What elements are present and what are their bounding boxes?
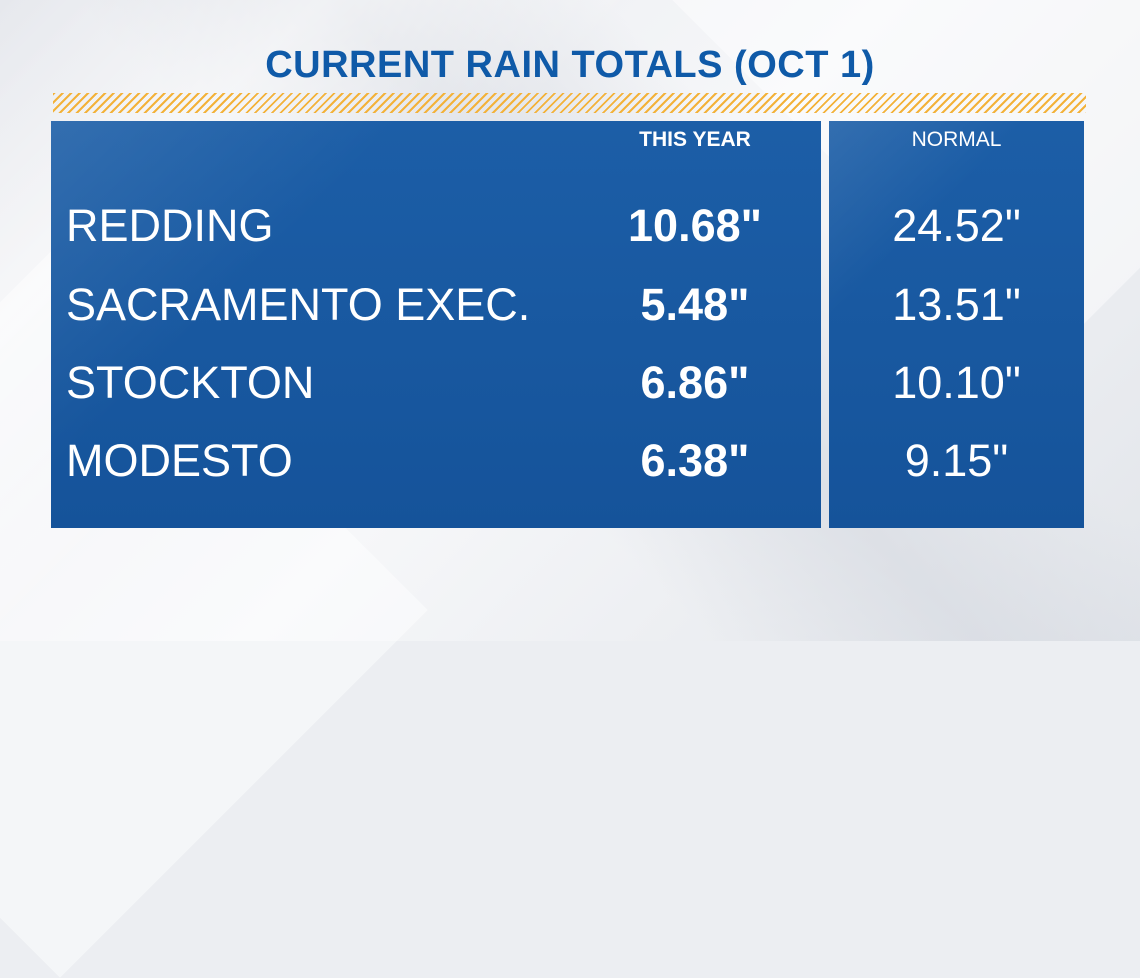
- decorative-stripe: [53, 93, 1086, 113]
- city-name: STOCKTON: [66, 357, 315, 408]
- table-row: REDDING 10.68" 24.52": [0, 196, 1140, 256]
- this-year-value: 5.48": [640, 279, 750, 330]
- normal-panel: [829, 121, 1084, 528]
- normal-value: 9.15": [904, 435, 1009, 486]
- normal-value: 13.51": [892, 279, 1021, 330]
- this-year-value: 6.38": [640, 435, 750, 486]
- table-row: MODESTO 6.38" 9.15": [0, 431, 1140, 491]
- table-row: SACRAMENTO EXEC. 5.48" 13.51": [0, 275, 1140, 335]
- column-header-this-year: THIS YEAR: [639, 128, 751, 151]
- normal-value: 24.52": [892, 200, 1021, 251]
- this-year-value: 10.68": [628, 200, 762, 251]
- column-header-normal: NORMAL: [911, 128, 1002, 151]
- this-year-value: 6.86": [640, 357, 750, 408]
- city-name: SACRAMENTO EXEC.: [66, 279, 531, 330]
- this-year-panel: [51, 121, 821, 528]
- table-row: STOCKTON 6.86" 10.10": [0, 353, 1140, 413]
- page-title: CURRENT RAIN TOTALS (OCT 1): [265, 44, 875, 86]
- city-name: MODESTO: [66, 435, 293, 486]
- normal-value: 10.10": [892, 357, 1021, 408]
- city-name: REDDING: [66, 200, 274, 251]
